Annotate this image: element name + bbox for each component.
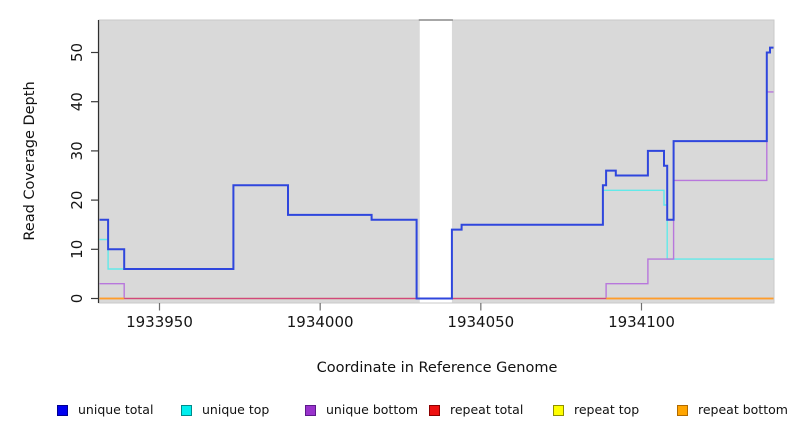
legend-label: unique total: [78, 402, 154, 417]
legend-item-unique-bottom: unique bottom: [305, 402, 418, 418]
legend: unique total unique top unique bottom re…: [0, 398, 792, 424]
repeat-top-swatch-icon: [553, 404, 564, 416]
legend-item-repeat-bottom: repeat bottom: [677, 402, 788, 418]
legend-label: unique bottom: [326, 402, 419, 417]
series-unique-bottom-line: [99, 91, 774, 300]
repeat-bottom-swatch-icon: [677, 404, 688, 416]
legend-label: repeat total: [450, 402, 524, 417]
y-axis-title: Read Coverage Depth: [22, 81, 38, 241]
x-tick-label: 1934000: [287, 313, 354, 331]
unique-total-swatch-icon: [57, 404, 68, 416]
y-tick-label: 30: [68, 141, 86, 160]
coverage-gap-region: [419, 14, 452, 303]
coverage-plot: 0 10 20 30 40 50 1933950 1934000 1934050 1934100: [68, 14, 775, 331]
legend-item-unique-top: unique top: [181, 402, 269, 418]
legend-item-unique-total: unique total: [57, 402, 153, 418]
y-tick-label: 20: [68, 191, 86, 210]
legend-item-repeat-total: repeat total: [429, 402, 523, 418]
y-tick-label: 10: [68, 240, 86, 259]
repeat-total-swatch-icon: [429, 404, 440, 416]
y-tick-label: 40: [68, 92, 86, 111]
legend-label: repeat bottom: [698, 402, 788, 417]
x-tick-label: 1933950: [126, 313, 193, 331]
legend-label: unique top: [202, 402, 270, 417]
unique-bottom-swatch-icon: [305, 404, 316, 416]
series-unique-total-line: [99, 46, 774, 300]
x-tick-label: 1934100: [608, 313, 675, 331]
legend-item-repeat-top: repeat top: [553, 402, 639, 418]
legend-label: repeat top: [574, 402, 640, 417]
y-tick-label: 50: [68, 43, 86, 62]
unique-top-swatch-icon: [181, 404, 192, 416]
x-tick-label: 1934050: [447, 313, 514, 331]
y-tick-label: 0: [68, 294, 86, 304]
x-axis-title: Coordinate in Reference Genome: [316, 360, 558, 376]
